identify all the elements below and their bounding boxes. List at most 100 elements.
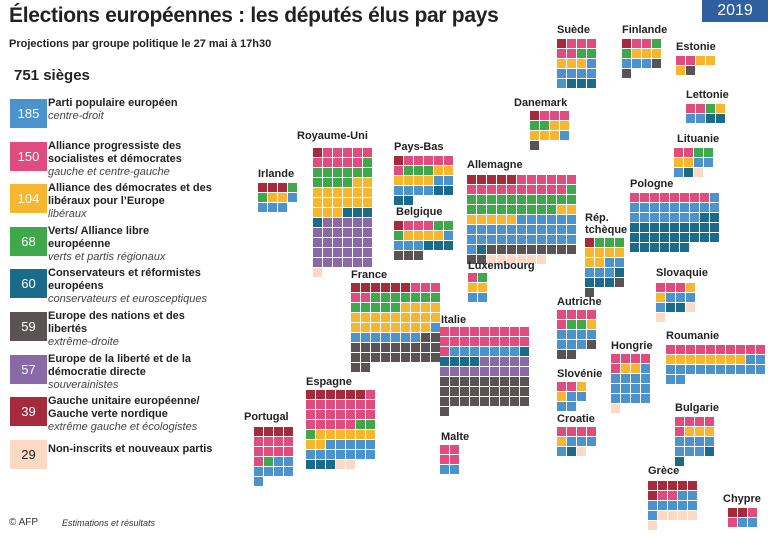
seat — [527, 195, 536, 204]
seat — [547, 185, 556, 194]
seat — [587, 340, 596, 349]
seat — [680, 203, 689, 212]
seat — [660, 203, 669, 212]
seat — [660, 223, 669, 232]
seat — [650, 223, 659, 232]
seat — [467, 235, 476, 244]
seat — [363, 218, 372, 227]
seat — [480, 357, 489, 366]
seat — [366, 420, 375, 429]
country-name: Croatie — [557, 413, 595, 425]
seat — [622, 49, 631, 58]
seat — [520, 377, 529, 386]
seat — [557, 235, 566, 244]
seat — [467, 185, 476, 194]
seat — [323, 198, 332, 207]
seat — [306, 460, 315, 469]
seat — [363, 248, 372, 257]
seat — [680, 233, 689, 242]
seat — [306, 400, 315, 409]
seat — [460, 397, 469, 406]
seat — [557, 447, 566, 456]
seat — [477, 245, 486, 254]
seat — [411, 303, 420, 312]
seat — [490, 357, 499, 366]
country-name: Allemagne — [467, 159, 523, 171]
seat — [694, 148, 703, 157]
seat — [567, 235, 576, 244]
seat — [361, 293, 370, 302]
seat — [394, 186, 403, 195]
seat — [424, 221, 433, 230]
seat — [306, 420, 315, 429]
country-name: Irlande — [258, 168, 295, 180]
seat — [728, 518, 737, 527]
seat — [686, 345, 695, 354]
seat — [587, 427, 596, 436]
seat — [540, 121, 549, 130]
legend-subtitle: conservateurs et eurosceptiques — [48, 293, 207, 306]
legend-name: Gauche unitaire européenne/ Gauche verte… — [48, 395, 200, 421]
seat — [477, 195, 486, 204]
seat — [401, 293, 410, 302]
seat — [353, 258, 362, 267]
seat — [343, 238, 352, 247]
seat — [424, 156, 433, 165]
seat — [401, 343, 410, 352]
seat — [326, 400, 335, 409]
seat — [333, 228, 342, 237]
seat — [434, 221, 443, 230]
seat — [527, 215, 536, 224]
seat — [500, 327, 509, 336]
seat — [530, 141, 539, 150]
seat — [468, 283, 477, 292]
seat — [675, 457, 684, 466]
seat — [366, 400, 375, 409]
seat — [537, 175, 546, 184]
seat — [706, 355, 715, 364]
seat — [621, 374, 630, 383]
seat — [361, 303, 370, 312]
seat — [333, 248, 342, 257]
seat — [587, 39, 596, 48]
seat — [333, 188, 342, 197]
seat — [323, 258, 332, 267]
seat — [371, 313, 380, 322]
seat — [306, 390, 315, 399]
seat — [510, 397, 519, 406]
seat — [517, 175, 526, 184]
seat — [356, 420, 365, 429]
seat — [670, 203, 679, 212]
seat — [678, 491, 687, 500]
seat — [440, 455, 449, 464]
seat — [470, 367, 479, 376]
seat — [421, 293, 430, 302]
seat — [690, 223, 699, 232]
seat — [361, 283, 370, 292]
seat — [756, 365, 765, 374]
legend-count: 104 — [10, 184, 47, 214]
seat — [363, 208, 372, 217]
legend-subtitle: souverainistes — [48, 378, 119, 391]
seat — [363, 158, 372, 167]
seat — [371, 323, 380, 332]
seat — [326, 450, 335, 459]
seat — [666, 283, 675, 292]
seat — [632, 39, 641, 48]
seat — [421, 283, 430, 292]
seat — [401, 303, 410, 312]
seat — [316, 440, 325, 449]
legend-subtitle: extrême gauche et écologistes — [48, 421, 198, 434]
seat — [404, 156, 413, 165]
seat — [595, 268, 604, 277]
seat — [467, 215, 476, 224]
seat — [361, 363, 370, 372]
seat — [577, 69, 586, 78]
seat — [670, 193, 679, 202]
seat — [550, 111, 559, 120]
seat — [333, 158, 342, 167]
country-name: Luxembourg — [468, 260, 535, 272]
seat — [537, 185, 546, 194]
seat — [381, 293, 390, 302]
seat — [313, 178, 322, 187]
